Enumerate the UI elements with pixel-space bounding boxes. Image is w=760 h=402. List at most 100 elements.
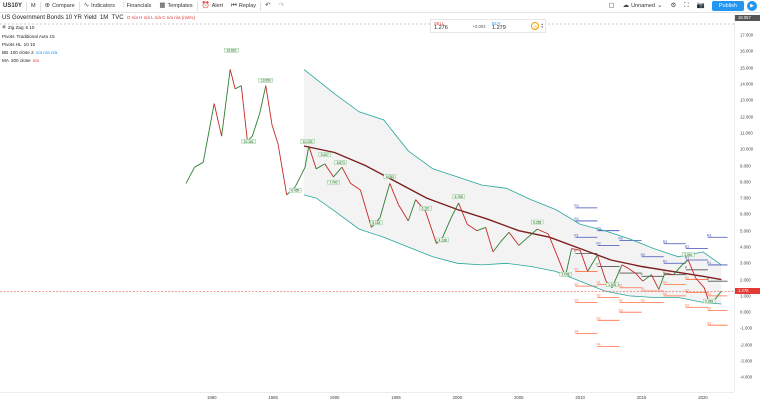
- price-segment: [650, 274, 660, 290]
- camera-icon: 📷: [696, 1, 705, 9]
- pivot-label: S2: [596, 294, 600, 298]
- price-segment: [324, 163, 334, 178]
- pivot-label: P: [663, 271, 666, 275]
- indicator-values: n/a: [32, 58, 39, 64]
- price-tick: 9.000: [740, 163, 751, 169]
- year-tick: 1985: [268, 395, 278, 400]
- legend-indicator[interactable]: ◉ Zig Zag 5 10: [2, 24, 302, 30]
- price-segment: [466, 223, 478, 232]
- buy-button[interactable]: BUY 1.279: [489, 21, 509, 31]
- pivot-label: S3: [574, 299, 578, 303]
- layout-button[interactable]: ▢: [605, 0, 619, 13]
- divider: [260, 1, 262, 11]
- gear-icon: ⚙: [670, 1, 677, 9]
- templates-label[interactable]: Templates: [167, 3, 193, 9]
- indicator-name: MA: [2, 58, 9, 64]
- price-axis[interactable]: 18.057 1.276 17.000 16.000 15.000 14.000 13.…: [734, 14, 760, 392]
- stepper-icon[interactable]: ▴ ▾: [541, 21, 543, 29]
- legend-indicator[interactable]: MA 200 close n/a: [2, 58, 302, 63]
- zigzag-label: 2.048: [561, 273, 569, 277]
- indicators-label[interactable]: Indicators: [91, 3, 115, 9]
- price-segment: [500, 232, 510, 243]
- compare-label[interactable]: Compare: [52, 3, 75, 9]
- interval-label[interactable]: M: [31, 3, 36, 9]
- financials-button[interactable]: ⫶ Financials: [119, 0, 155, 13]
- top-price-value: 18.057: [738, 14, 751, 20]
- price-tick: -2.000: [740, 342, 753, 348]
- undo-icon: ↶: [265, 1, 271, 9]
- pivot-label: R1: [663, 259, 667, 263]
- price-tick: 7.000: [740, 195, 751, 201]
- zigzag-label-box: [531, 219, 544, 225]
- replay-label[interactable]: Replay: [238, 3, 257, 9]
- replay-button[interactable]: ⏮ Replay: [227, 0, 260, 13]
- interval-button[interactable]: M: [27, 0, 40, 13]
- price-segment: [234, 85, 242, 90]
- zigzag-label-box: [419, 206, 432, 211]
- compare-button[interactable]: ⊕ Compare: [41, 0, 79, 13]
- sell-label: SELL: [434, 21, 445, 26]
- price-tick: 3.000: [740, 260, 751, 266]
- divider: [78, 1, 80, 11]
- trade-panel: SELL 1.276 +0.003 BUY 1.279 ◷ ▴ ▾: [430, 19, 546, 33]
- financials-label[interactable]: Financials: [126, 3, 152, 9]
- price-segment: [695, 277, 705, 288]
- zigzag-label: 10.181: [244, 140, 254, 144]
- symbol-search[interactable]: US10Y: [0, 0, 26, 13]
- price-tick: 5.000: [740, 228, 751, 234]
- top-toolbar: US10Y M ⊕ Compare ∿ Indicators ⫶ Financials…: [0, 0, 760, 13]
- pivot-label: P: [685, 266, 688, 270]
- eye-icon[interactable]: ◉: [2, 24, 6, 30]
- settings-button[interactable]: ⚙: [666, 0, 680, 13]
- price-segment: [687, 259, 697, 279]
- clock-icon[interactable]: ◷: [531, 22, 540, 30]
- pivot-label: S3: [707, 321, 711, 325]
- indicators-button[interactable]: ∿ Indicators: [80, 0, 119, 13]
- sell-price: 1.276: [434, 25, 448, 31]
- zigzag-label-box: [605, 282, 619, 287]
- legend-indicator[interactable]: BB 100 close 2 n/a n/a n/a: [2, 50, 302, 55]
- price-chart[interactable]: R3 R2 R1 P S1 S2 S3 R3 R2 P S1 S2 S3 S4 S4 R3 P S1 S2 S3 R2 P…: [0, 14, 734, 392]
- year-tick: 1990: [329, 395, 340, 400]
- series-title[interactable]: US Government Bonds 10 YR Yield: [2, 15, 97, 21]
- spread-value: +0.003: [472, 23, 486, 29]
- price-segment: [627, 267, 636, 274]
- chart-legend: US Government Bonds 10 YR Yield 1M TVC O…: [2, 15, 302, 63]
- price-segment: [251, 113, 261, 137]
- price-tick: 2.000: [740, 277, 751, 283]
- pivot-label: S2: [707, 307, 711, 311]
- year-tick: 1995: [391, 395, 401, 400]
- legend-indicator[interactable]: Pivots HL 10 10: [2, 42, 302, 47]
- layout-name[interactable]: Unnamed: [631, 3, 656, 9]
- alert-button[interactable]: ⏰ Alert: [198, 0, 227, 13]
- price-tick: 6.000: [740, 211, 751, 217]
- zigzag-label: 5.258: [533, 220, 541, 224]
- price-segment: [450, 202, 460, 218]
- symbol-label[interactable]: US10Y: [3, 3, 23, 9]
- indicator-name: Pivots: [2, 33, 15, 39]
- zigzag-label-box: [327, 179, 340, 185]
- price-tick: 12.000: [740, 114, 754, 120]
- sell-button[interactable]: SELL 1.276: [431, 21, 469, 31]
- fullscreen-button[interactable]: ⛶: [680, 0, 693, 13]
- pivot-label: S4: [596, 343, 600, 347]
- time-axis[interactable]: 1980 1985 1990 1995 2000 2005 2010 2015 2020: [0, 392, 734, 402]
- bb-lower-line: [303, 194, 722, 305]
- templates-button[interactable]: ▦ Templates: [155, 0, 196, 13]
- price-segment: [407, 199, 417, 222]
- layout-name-button[interactable]: ☁ Unnamed ⌄: [619, 0, 667, 13]
- undo-button[interactable]: ↶: [261, 0, 274, 13]
- publish-button[interactable]: Publish: [711, 1, 744, 11]
- zigzag-labels: 15.823 13.950 10.181 10.233 9.407 8.873 7.740 6…: [224, 47, 716, 303]
- zigzag-label-box: [224, 47, 239, 53]
- play-button[interactable]: ▶: [747, 1, 757, 11]
- price-segment: [681, 259, 689, 266]
- redo-icon: ↷: [278, 1, 284, 9]
- zigzag-label: 7.740: [329, 181, 337, 185]
- alert-label[interactable]: Alert: [211, 3, 224, 9]
- last-price-tag: 1.276: [735, 288, 760, 295]
- snapshot-button[interactable]: 📷: [693, 0, 709, 13]
- legend-indicator[interactable]: Pivots Traditional Auto 15: [2, 34, 302, 39]
- pivot-label: S1: [707, 292, 711, 296]
- redo-button[interactable]: ↷: [274, 0, 287, 13]
